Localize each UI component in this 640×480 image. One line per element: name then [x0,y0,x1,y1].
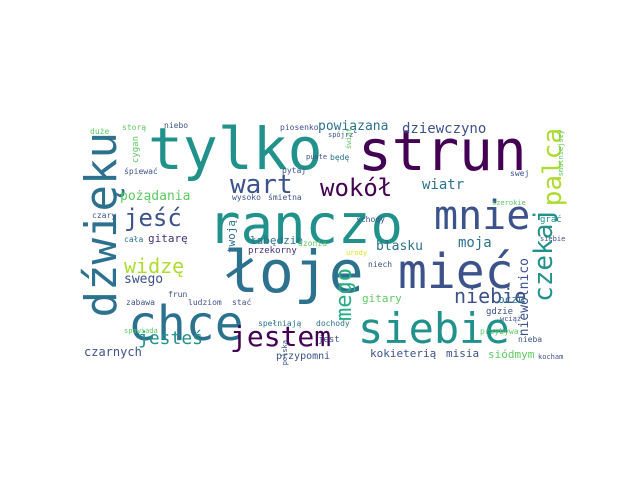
word-swej: swej [510,169,530,178]
word-polska: polska [281,340,289,365]
word-powiazana: powiązana [318,119,389,134]
word-mnie: mnie [434,193,531,239]
word-loje: łoje [224,238,364,306]
word-niebie: niebie [454,284,527,308]
word-cloud: tylko strun ranczo łoje mieć dźwięku chc… [76,118,567,365]
word-oczu: oczu [498,293,525,306]
word-czarnych: czarnych [84,345,142,359]
word-smietna: śmietna [268,193,302,202]
word-nieba: nieba [518,335,543,344]
word-dzonia: dzonia [298,239,327,248]
word-duze: duże [90,127,110,136]
word-wokol: wokół [320,174,393,202]
word-siebie-small: siebie [540,235,566,243]
word-widze: widzę [124,254,185,278]
word-puste: puste [306,153,328,161]
word-cygan: cygan [131,136,141,164]
word-wiatr: wiatr [422,177,465,193]
word-stora: storą [122,123,147,132]
word-spiewac: śpiewać [124,167,158,176]
word-dziewczyno: dziewczyno [402,121,487,137]
word-gdzie: gdzie [486,307,514,317]
word-gitare: gitarę [148,232,188,245]
word-szerokie: szerokie [492,199,526,207]
word-miec: mieć [398,244,514,300]
word-swego: swego [124,272,164,287]
word-jestem: jestem [230,320,332,353]
word-siodmym: siódmym [488,348,535,361]
word-niebo: niebo [164,121,189,130]
word-jest: jest [318,335,340,345]
word-dzwieku: dźwięku [76,132,127,318]
word-spelniaja: spełniają [258,319,302,328]
word-przypomni: przypomni [276,351,331,362]
word-kokieteria: kokieterią [370,347,437,360]
word-zabawa: zabawa [126,298,155,307]
word-spojrz: spójrz [328,131,354,139]
word-przybywa: przybywa [480,327,519,336]
word-labedzie: łabędzie [250,234,303,247]
word-przekorny: przekorny [248,246,297,256]
word-chce: chce [128,296,244,352]
word-swiat: świat [345,128,353,150]
word-mego: mego [332,268,357,321]
word-grac: grać [540,215,562,225]
word-wysoko: wysoko [232,193,261,202]
word-smutniejszy: smutniejszy [557,130,565,177]
word-schody: schody [356,215,385,224]
word-frun: frun [168,290,188,299]
word-wciaz: wciąż [500,315,522,323]
word-jestes: jesteś [138,328,204,349]
word-twoja: twoją [225,220,238,254]
word-moja: moja [458,235,492,251]
word-blasku: blasku [376,239,423,254]
word-gitary: gitary [362,292,402,305]
word-ludziom: ludziom [188,298,222,307]
word-piosenko: piosenko [280,123,319,132]
word-jesc: jeść [124,204,182,232]
word-bede: będę [330,153,350,162]
word-czary: czary [92,211,117,220]
word-stac: stać [232,298,252,307]
word-ranczo: ranczo [208,193,404,256]
word-pozadania: pożądania [120,189,191,204]
word-strun: strun [358,119,527,184]
word-urody: urody [346,249,368,257]
word-spowiada: spowiada [124,327,158,335]
word-dochody: dochody [316,319,350,328]
word-kocham: kocham [538,353,564,361]
word-tylko: tylko [148,118,323,183]
word-cala: cała [124,235,144,244]
word-misia: misia [446,347,480,360]
word-siebie: siebie [358,304,510,353]
word-pytaj: pytaj [282,166,307,175]
word-wart: wart [230,170,293,200]
word-niech: niech [368,260,393,269]
